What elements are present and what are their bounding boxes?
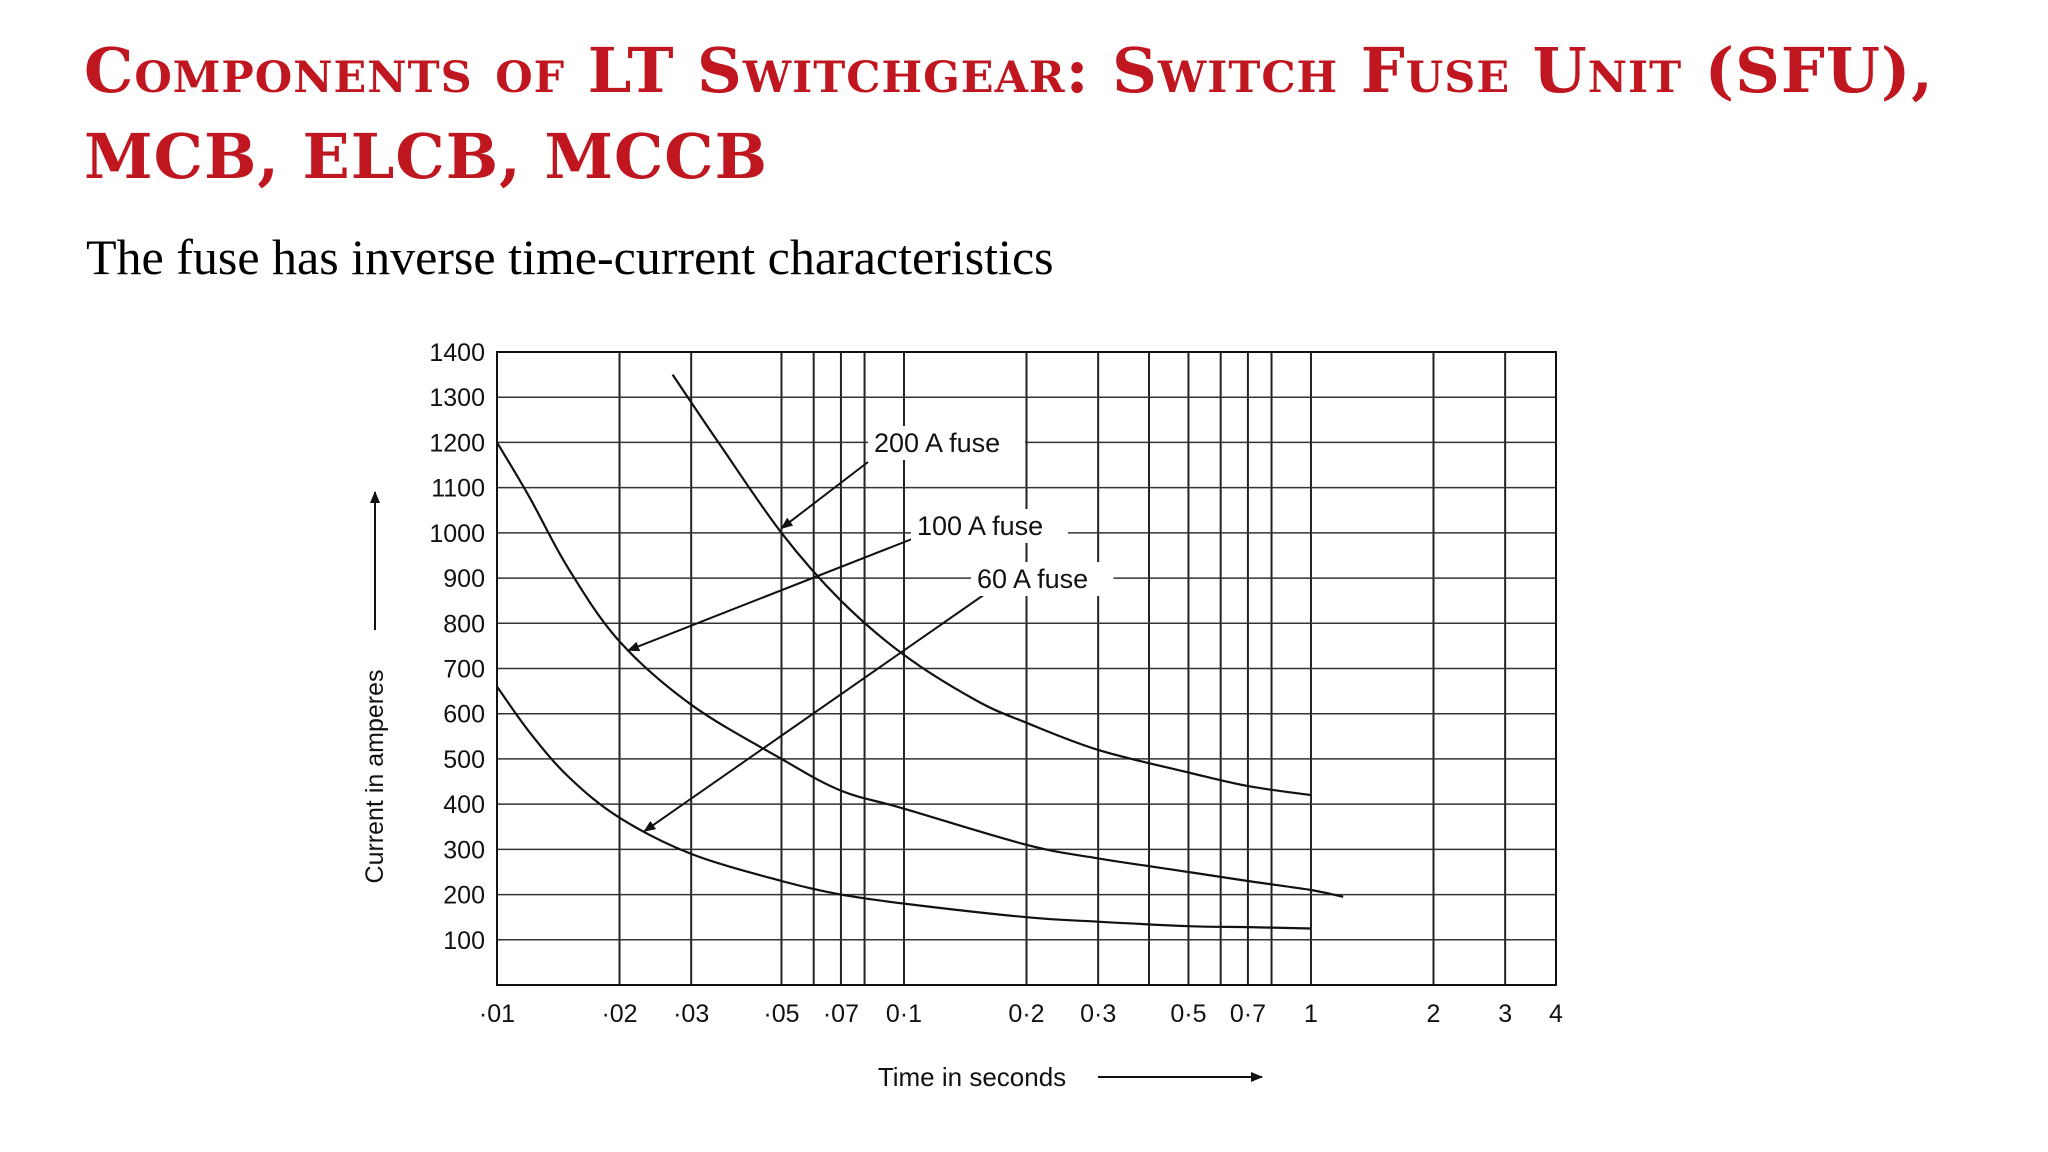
y-tick-label: 1100 xyxy=(431,475,485,503)
y-tick-label: 1300 xyxy=(429,384,485,412)
x-tick-label: 0·5 xyxy=(1170,1000,1206,1028)
series-curve xyxy=(496,685,1312,930)
y-tick-label: 300 xyxy=(443,836,485,864)
annotation-backdrop xyxy=(911,509,1068,543)
x-axis-label: Time in seconds xyxy=(878,1062,1066,1092)
y-tick-label: 1000 xyxy=(429,520,485,548)
x-tick-label: ·03 xyxy=(673,1000,709,1028)
x-tick-label: 0·2 xyxy=(1008,1000,1044,1028)
annotation-label: 60 A fuse xyxy=(977,564,1088,594)
annotation-arrow xyxy=(780,461,869,530)
x-tick-label: ·02 xyxy=(601,1000,637,1028)
y-tick-label: 1200 xyxy=(429,429,485,457)
x-tick-label: 1 xyxy=(1304,1000,1318,1028)
annotation-arrow xyxy=(643,593,986,833)
plot-frame xyxy=(496,351,1557,986)
annotation-backdrop xyxy=(971,562,1114,596)
y-tick-label: 500 xyxy=(443,746,485,774)
y-tick-label: 700 xyxy=(443,656,485,684)
y-tick-label: 900 xyxy=(443,565,485,593)
y-tick-label: 400 xyxy=(443,791,485,819)
y-tick-label: 100 xyxy=(443,927,485,955)
x-tick-label: ·05 xyxy=(763,1000,799,1028)
y-tick-label: 1400 xyxy=(429,339,485,367)
annotation-arrow xyxy=(627,538,913,652)
annotation-backdrop xyxy=(868,426,1025,460)
x-tick-label: 0·7 xyxy=(1230,1000,1266,1028)
annotation-label: 200 A fuse xyxy=(874,428,1000,458)
y-tick-label: 200 xyxy=(443,882,485,910)
x-tick-label: ·01 xyxy=(479,1000,515,1028)
slide-subtitle: The fuse has inverse time-current charac… xyxy=(86,229,1054,285)
y-axis-label: Current in amperes xyxy=(361,670,389,884)
series-curve xyxy=(671,373,1312,797)
x-tick-label: 0·1 xyxy=(886,1000,922,1028)
x-tick-label: ·07 xyxy=(823,1000,859,1028)
series-curve xyxy=(496,441,1344,898)
x-tick-label: 2 xyxy=(1427,1000,1441,1028)
y-tick-label: 600 xyxy=(443,701,485,729)
x-tick-label: 3 xyxy=(1498,1000,1512,1028)
x-tick-label: 0·3 xyxy=(1080,1000,1116,1028)
x-tick-label: 4 xyxy=(1549,1000,1563,1028)
annotation-label: 100 A fuse xyxy=(917,511,1043,541)
y-tick-label: 800 xyxy=(443,610,485,638)
slide-title: Components of LT Switchgear: Switch Fuse… xyxy=(84,34,1934,193)
